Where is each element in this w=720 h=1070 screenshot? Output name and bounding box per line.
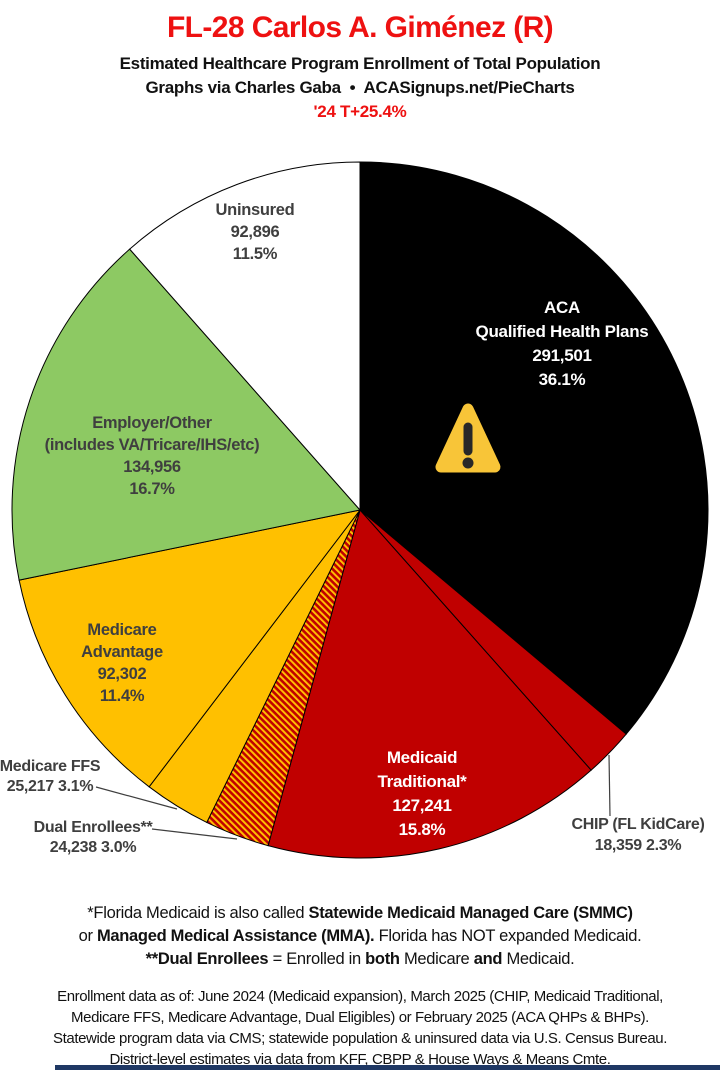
leader-medicare-ffs <box>95 786 178 810</box>
label-medicaid-traditional: Medicaid Traditional* 127,241 15.8% <box>378 746 467 842</box>
subtitle: Estimated Healthcare Program Enrollment … <box>119 54 601 73</box>
page-title: FL-28 Carlos A. Giménez (R) <box>166 11 554 44</box>
pie-slice-employer-other <box>11 248 361 581</box>
slice-name: Employer/Other <box>92 414 212 432</box>
leader-chip <box>608 754 611 817</box>
footnote-line: or Managed Medical Assistance (MMA). Flo… <box>78 927 642 945</box>
label-employer-other: Employer/Other (includes VA/Tricare/IHS/… <box>45 412 260 500</box>
label-chip: CHIP (FL KidCare) 18,359 2.3% <box>572 814 705 856</box>
slice-value-pct: 18,359 2.3% <box>594 837 682 854</box>
pie-slices <box>11 161 709 859</box>
pie-slice-uninsured <box>128 161 361 512</box>
source-line: District-level estimates via data from K… <box>109 1051 611 1068</box>
slice-pct: 16.7% <box>129 480 175 498</box>
footnotes: *Florida Medicaid is also called Statewi… <box>0 902 720 971</box>
footnote-line: *Florida Medicaid is also called Statewi… <box>87 904 633 922</box>
label-medicare-ffs: Medicare FFS 25,217 3.1% <box>0 757 101 797</box>
source-line: Medicare FFS, Medicare Advantage, Dual E… <box>71 1009 649 1026</box>
trend-line: '24 T+25.4% <box>313 102 407 121</box>
slice-name: CHIP (FL KidCare) <box>571 816 705 833</box>
source-line: Statewide program data via CMS; statewid… <box>53 1030 667 1047</box>
slice-name: Medicaid <box>386 748 458 767</box>
footnote-line: **Dual Enrollees = Enrolled in both Medi… <box>145 950 575 968</box>
label-aca-qhp: ACA Qualified Health Plans 291,501 36.1% <box>476 296 649 392</box>
slice-name: Medicare FFS <box>0 758 101 775</box>
label-medicare-advantage: Medicare Advantage 92,302 11.4% <box>81 619 163 707</box>
slice-name2: (includes VA/Tricare/IHS/etc) <box>44 436 260 454</box>
slice-name2: Traditional* <box>377 772 467 791</box>
label-uninsured: Uninsured 92,896 11.5% <box>216 199 295 265</box>
pie-slice-medicare-advantage <box>18 509 362 788</box>
pie-svg <box>11 161 709 859</box>
slice-value: 92,896 <box>230 223 280 241</box>
slice-value: 291,501 <box>532 346 592 365</box>
slice-name2: Qualified Health Plans <box>475 322 649 341</box>
slice-pct: 36.1% <box>538 370 586 389</box>
slice-name: Uninsured <box>215 201 295 219</box>
slice-value: 92,302 <box>97 665 147 683</box>
pie-slice-aca-qhp <box>359 161 709 735</box>
pie-slice-medicaid-traditional <box>267 508 592 859</box>
slice-name: Medicare <box>87 621 157 639</box>
leader-lines <box>95 754 611 840</box>
source-line: Enrollment data as of: June 2024 (Medica… <box>57 988 663 1005</box>
credit-line: Graphs via Charles Gaba • ACASignups.net… <box>145 78 575 97</box>
slice-pct: 15.8% <box>398 820 446 839</box>
pie-chart: Uninsured 92,896 11.5% ACA Qualified Hea… <box>0 150 720 872</box>
slice-value-pct: 25,217 3.1% <box>6 778 94 795</box>
slice-pct: 11.5% <box>232 245 278 263</box>
warning-icon <box>435 403 501 473</box>
slice-value-pct: 24,238 3.0% <box>49 839 137 856</box>
slice-value: 134,956 <box>123 458 181 476</box>
slice-value: 127,241 <box>392 796 452 815</box>
slice-name: Dual Enrollees** <box>33 819 153 836</box>
label-dual-enrollees: Dual Enrollees** 24,238 3.0% <box>34 818 153 858</box>
slice-pct: 11.4% <box>99 687 145 705</box>
data-sources: Enrollment data as of: June 2024 (Medica… <box>0 986 720 1070</box>
leader-dual-enrollees <box>151 828 238 840</box>
slice-name: ACA <box>544 298 580 317</box>
bottom-bar <box>55 1065 720 1070</box>
slice-name2: Advantage <box>81 643 163 661</box>
